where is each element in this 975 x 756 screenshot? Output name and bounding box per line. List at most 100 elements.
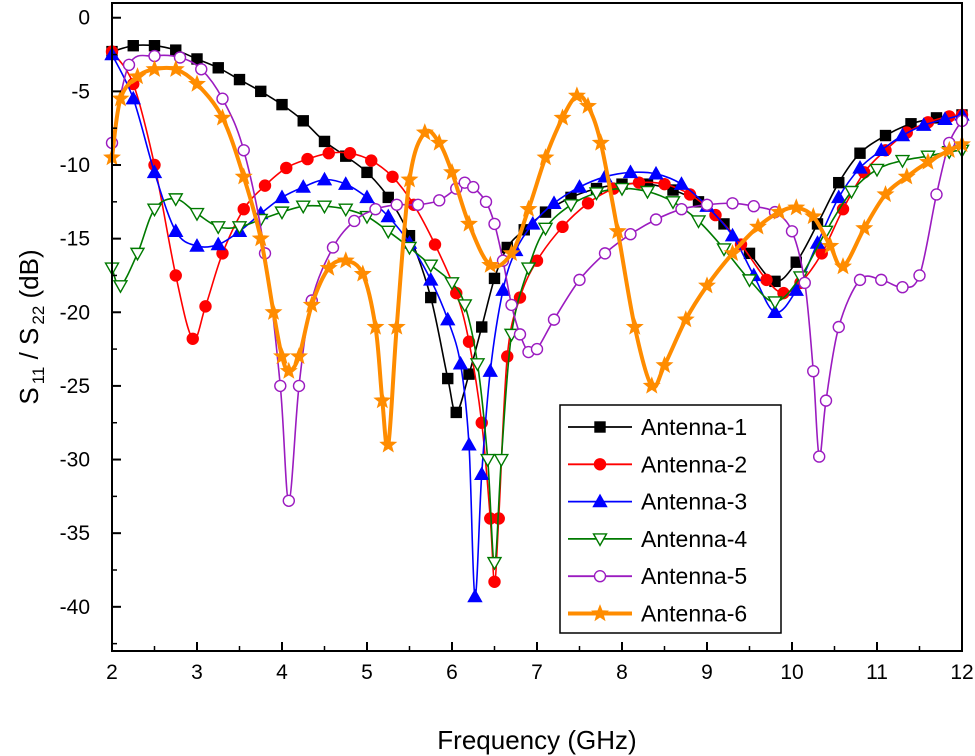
data-point [452,355,469,370]
data-point [639,185,656,200]
data-point [573,273,586,287]
data-point [501,350,514,363]
series-antenna-4 [104,144,970,571]
data-point [264,302,283,320]
data-point [122,58,136,72]
x-tick-label: 3 [191,661,203,684]
data-point [390,198,403,211]
data-point [815,247,828,260]
x-tick-label: 7 [531,661,543,684]
data-point [274,189,290,204]
data-point [195,63,208,76]
data-point [833,176,845,189]
data-point [169,269,182,282]
data-point [749,217,767,235]
data-point [301,152,314,166]
data-point [444,277,460,291]
data-point [743,247,756,260]
x-tick-label: 6 [446,661,458,684]
legend-marker [591,604,609,622]
data-point [567,86,586,104]
legend-entry: Antenna-1 [568,414,747,440]
data-point [474,466,490,480]
legend-label: Antenna-1 [641,414,747,440]
data-point [480,453,496,468]
data-point [430,133,449,151]
data-point [937,111,953,126]
y-tick-label: -15 [60,228,90,251]
data-point [632,176,646,189]
data-point [488,217,501,231]
x-tick-label: 5 [361,661,373,684]
data-point [658,177,671,191]
data-point [537,222,554,237]
data-point [168,223,184,237]
data-point [894,154,911,169]
data-point [571,179,588,193]
data-point [831,189,847,204]
data-point [787,198,806,216]
data-point [457,299,473,313]
x-axis: 2 3 4 5 6 7 8 9 10 11 12 [106,642,974,684]
data-point [322,147,335,160]
y-axis-title-sub2: 22 [29,306,48,325]
data-point [919,152,937,170]
x-tick-label: 12 [950,661,973,684]
data-point [563,199,579,213]
data-point [380,208,396,223]
data-point [852,160,868,174]
data-point [655,355,674,374]
y-tick-label: -20 [60,301,90,324]
x-tick-label: 9 [701,661,713,684]
data-point [807,364,820,378]
data-point [624,228,637,241]
data-point [876,185,895,203]
data-point [382,191,394,204]
data-point [280,161,293,175]
data-point [433,194,446,207]
data-point [343,147,357,160]
data-point [338,203,354,218]
data-point [869,163,885,178]
data-point [716,243,732,257]
data-point [146,164,163,179]
y-axis-title-unit: (dB) [14,249,44,305]
data-point [788,282,804,296]
data-point [411,198,425,211]
y-axis-title-main: S [14,387,44,404]
data-point [146,203,163,218]
data-point [469,358,486,372]
data-point [428,238,442,251]
data-point [450,406,462,419]
data-point [231,221,248,235]
data-point [338,176,354,190]
legend-entry: Antenna-4 [568,526,747,552]
data-point [495,282,511,296]
data-point [493,453,509,468]
data-point [482,363,498,377]
data-point [622,164,639,179]
data-point [530,342,544,356]
data-point [336,251,355,269]
data-point [798,276,811,290]
data-point [608,221,627,239]
legend-label: Antenna-2 [641,451,747,477]
data-point [747,200,760,213]
data-point [940,140,959,158]
data-point [648,165,664,180]
data-point [770,202,789,220]
data-point [460,214,478,232]
data-point [129,247,146,262]
data-point [913,269,926,282]
data-point [726,197,739,210]
data-point [741,274,758,288]
data-point [930,188,943,201]
data-point [813,450,826,463]
data-point [821,236,840,254]
data-point [488,575,501,588]
data-point [168,193,184,207]
data-point [767,296,783,310]
data-point [536,148,555,166]
data-point [290,347,308,365]
